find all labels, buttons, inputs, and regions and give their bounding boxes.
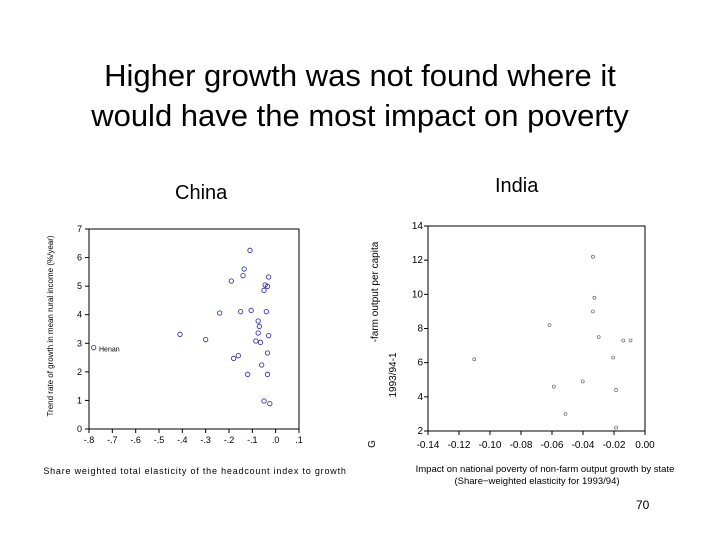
china-data-point	[264, 350, 271, 356]
china-data-point	[238, 309, 244, 315]
china-y-tick-label: 7	[77, 224, 82, 234]
china-x-tick-label: .0	[272, 435, 280, 445]
china-y-tick-label: 1	[77, 395, 82, 405]
india-x-tick-label: -0.06	[541, 440, 564, 451]
china-y-tick-label: 5	[77, 281, 82, 291]
china-y-tick-label: 0	[77, 424, 82, 434]
india-x-axis-label: Impact on national poverty of non-farm o…	[416, 464, 675, 475]
india-y-tick-label: 14	[412, 221, 424, 232]
china-y-tick-label: 3	[77, 338, 82, 348]
india-data-point	[621, 338, 626, 343]
china-y-tick-label: 4	[77, 310, 82, 320]
china-data-point	[231, 355, 237, 361]
china-data-point	[255, 318, 261, 324]
india-data-point	[547, 323, 552, 327]
slide-title-line-1: Higher growth was not found where it	[104, 58, 616, 93]
india-x-tick-label: -0.02	[603, 440, 626, 451]
china-x-tick-label: -.5	[154, 435, 165, 445]
china-annotation-henan: Henan	[99, 346, 120, 353]
india-data-point	[552, 384, 556, 389]
china-x-tick-label: -.1	[247, 435, 258, 445]
india-x-tick-label: -0.14	[417, 440, 440, 451]
china-data-point	[261, 287, 267, 293]
india-y-axis-label-fragment-2: G	[367, 440, 378, 448]
china-data-point	[245, 371, 251, 377]
india-y-tick-label: 8	[417, 324, 423, 335]
india-y-tick-label: 4	[417, 392, 423, 403]
china-panel-label: China	[175, 182, 228, 204]
china-x-tick-label: -.2	[224, 435, 235, 445]
china-y-axis-label: Trend rate of growth in mean rural incom…	[46, 235, 55, 416]
china-data-point	[261, 398, 267, 404]
india-data-point	[611, 355, 616, 360]
china-x-tick-label: -.6	[130, 435, 141, 445]
china-data-point	[255, 330, 261, 336]
india-y-tick-label: 6	[417, 358, 423, 369]
page-number: 70	[636, 498, 650, 512]
slide-title: Higher growth was not found where it wou…	[40, 56, 680, 136]
china-data-point	[264, 283, 271, 289]
china-data-point	[266, 274, 272, 280]
india-data-point	[614, 425, 618, 430]
india-x-tick-label: -0.08	[510, 440, 533, 451]
india-y-tick-label: 12	[412, 255, 424, 266]
china-x-axis-label: Share weighted total elasticity of the h…	[43, 466, 346, 476]
china-x-tick-label: -.8	[84, 435, 95, 445]
india-x-tick-label: -0.04	[572, 440, 595, 451]
china-y-tick-label: 6	[77, 253, 82, 263]
china-data-point	[263, 309, 269, 315]
india-y-tick-label: 10	[412, 289, 424, 300]
china-plot-frame	[88, 228, 300, 430]
china-data-point	[257, 339, 264, 345]
china-data-point	[91, 345, 97, 351]
china-y-tick-label: 2	[77, 367, 82, 377]
china-data-point	[240, 273, 246, 279]
india-data-point	[628, 338, 633, 343]
china-x-tick-label: -.4	[177, 435, 188, 445]
china-x-tick-label: -.3	[200, 435, 211, 445]
india-data-point	[580, 379, 585, 384]
china-data-point	[256, 323, 262, 329]
china-data-point	[177, 331, 183, 337]
india-data-point	[592, 295, 597, 300]
china-data-point	[248, 307, 254, 313]
india-y-axis-label-fragment-1: 1993/94-1	[388, 352, 399, 397]
china-data-point	[266, 333, 272, 339]
china-data-point	[228, 278, 234, 284]
china-data-point	[235, 353, 241, 359]
india-data-point	[563, 412, 568, 416]
china-x-tick-label: .1	[295, 435, 303, 445]
india-data-point	[472, 357, 477, 362]
china-data-point	[241, 266, 247, 272]
india-x-tick-label: -0.12	[448, 440, 471, 451]
india-data-point	[614, 388, 618, 392]
india-x-tick-label: -0.10	[479, 440, 502, 451]
china-x-tick-label: -.7	[107, 435, 118, 445]
india-data-point	[591, 309, 595, 314]
china-data-point	[253, 338, 259, 344]
india-data-point	[596, 335, 601, 339]
india-data-point	[591, 254, 595, 259]
china-data-point	[259, 362, 265, 368]
china-data-point	[203, 337, 209, 343]
india-y-tick-label: 2	[417, 426, 423, 437]
china-data-point	[217, 310, 223, 316]
china-data-point	[267, 401, 273, 407]
china-data-point	[264, 371, 271, 377]
india-panel-label: India	[495, 175, 539, 197]
india-x-tick-label: 0.00	[635, 440, 655, 451]
slide-title-line-2: would have the most impact on poverty	[91, 98, 629, 133]
india-x-axis-label-line-2: (Share−weighted elasticity for 1993/94)	[454, 476, 619, 487]
china-data-point	[247, 247, 253, 253]
india-plot-frame	[427, 225, 646, 432]
india-y-axis-label: -farm output per capita	[370, 241, 381, 342]
